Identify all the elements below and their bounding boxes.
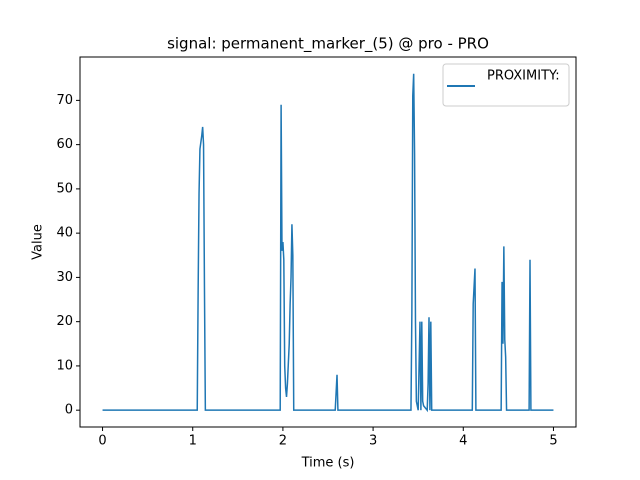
x-tick-label: 5 [549, 434, 557, 449]
y-tick-label: 50 [56, 181, 73, 196]
y-tick-label: 60 [56, 137, 73, 152]
y-tick-label: 30 [56, 270, 73, 285]
x-tick-label: 0 [98, 434, 106, 449]
y-tick-label: 40 [56, 226, 73, 241]
x-tick-label: 2 [279, 434, 287, 449]
plot-frame [79, 56, 577, 428]
y-tick-label: 20 [56, 314, 73, 329]
y-axis-label: Value [31, 224, 46, 260]
legend-label: PROXIMITY: [487, 69, 560, 84]
x-tick-label: 1 [189, 434, 197, 449]
line [102, 73, 554, 413]
legend-box [442, 63, 570, 107]
chart-title: signal: permanent_marker_(5) @ pro - PRO [167, 35, 489, 54]
y-tick-label: 0 [65, 403, 73, 418]
x-tick-label: 4 [459, 434, 467, 449]
y-tick-label: 10 [56, 358, 73, 373]
y-tick-label: 70 [56, 93, 73, 108]
x-tick-label: 3 [369, 434, 377, 449]
x-axis-label: Time (s) [301, 456, 355, 471]
